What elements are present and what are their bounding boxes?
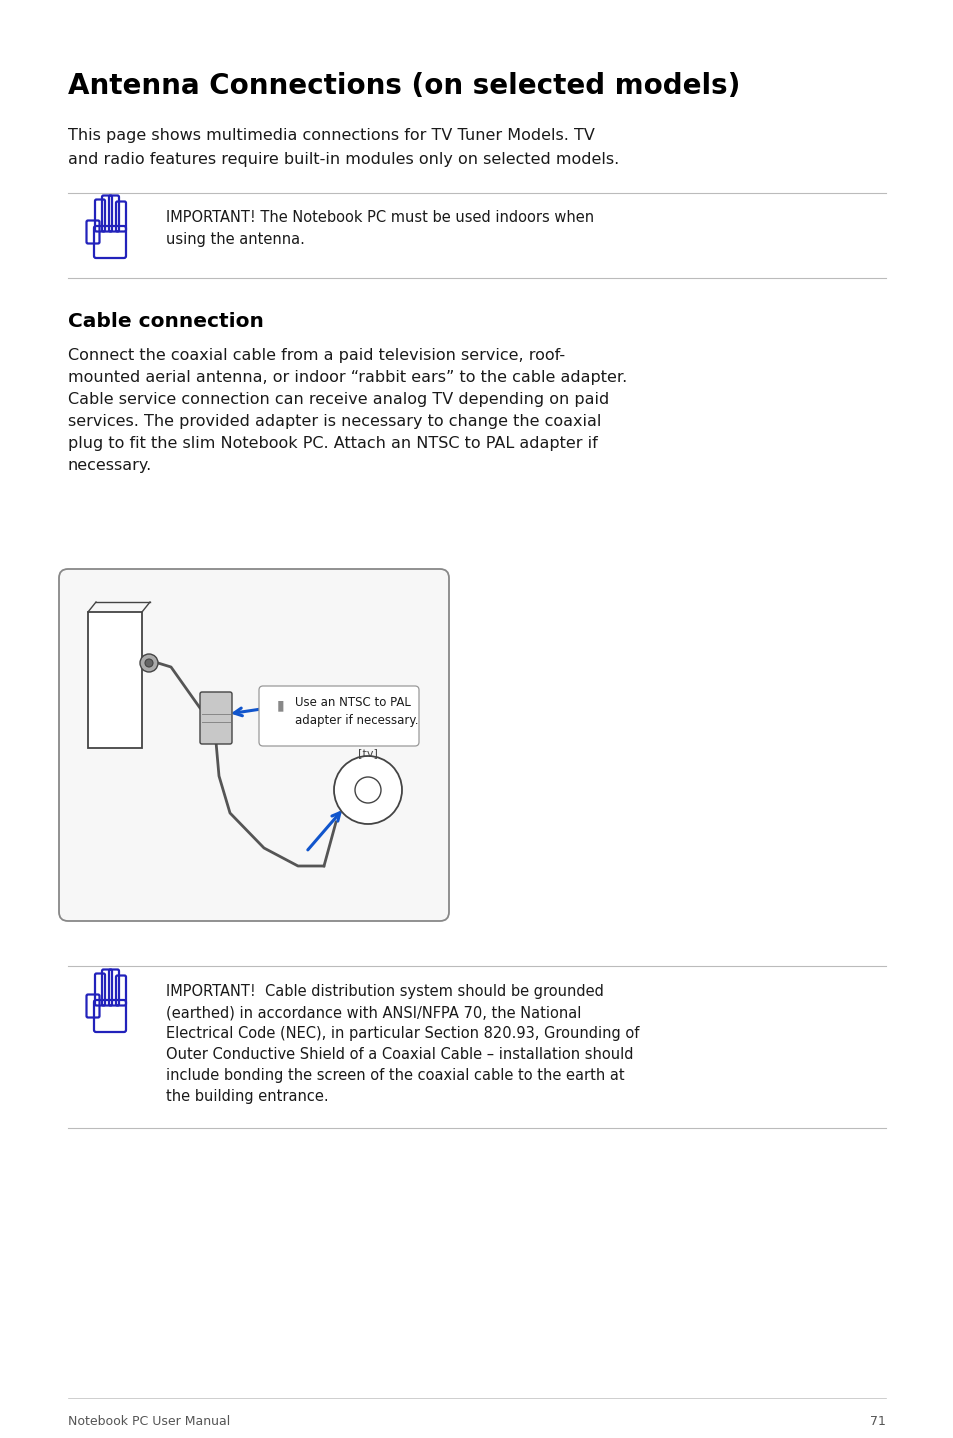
Circle shape [140, 654, 158, 672]
Text: 71: 71 [869, 1415, 885, 1428]
Text: include bonding the screen of the coaxial cable to the earth at: include bonding the screen of the coaxia… [166, 1068, 624, 1083]
Bar [88, 613, 142, 748]
Text: plug to fit the slim Notebook PC. Attach an NTSC to PAL adapter if: plug to fit the slim Notebook PC. Attach… [68, 436, 598, 452]
Text: Cable service connection can receive analog TV depending on paid: Cable service connection can receive ana… [68, 393, 609, 407]
Text: services. The provided adapter is necessary to change the coaxial: services. The provided adapter is necess… [68, 414, 600, 429]
Text: IMPORTANT! The Notebook PC must be used indoors when: IMPORTANT! The Notebook PC must be used … [166, 210, 594, 224]
Text: Electrical Code (NEC), in particular Section 820.93, Grounding of: Electrical Code (NEC), in particular Sec… [166, 1025, 639, 1041]
Text: mounted aerial antenna, or indoor “rabbit ears” to the cable adapter.: mounted aerial antenna, or indoor “rabbi… [68, 370, 626, 385]
Text: Cable connection: Cable connection [68, 312, 264, 331]
Text: Outer Conductive Shield of a Coaxial Cable – installation should: Outer Conductive Shield of a Coaxial Cab… [166, 1047, 633, 1063]
Text: IMPORTANT!  Cable distribution system should be grounded: IMPORTANT! Cable distribution system sho… [166, 984, 603, 999]
Text: using the antenna.: using the antenna. [166, 232, 305, 247]
Text: the building entrance.: the building entrance. [166, 1089, 328, 1104]
Text: Notebook PC User Manual: Notebook PC User Manual [68, 1415, 230, 1428]
Circle shape [355, 777, 380, 802]
Text: Connect the coaxial cable from a paid television service, roof-: Connect the coaxial cable from a paid te… [68, 348, 564, 362]
Text: ▮: ▮ [276, 697, 284, 712]
Text: (earthed) in accordance with ANSI/NFPA 70, the National: (earthed) in accordance with ANSI/NFPA 7… [166, 1005, 580, 1020]
Circle shape [334, 756, 401, 824]
Circle shape [145, 659, 152, 667]
Text: This page shows multimedia connections for TV Tuner Models. TV: This page shows multimedia connections f… [68, 128, 595, 142]
FancyBboxPatch shape [59, 569, 449, 920]
Text: [tv]: [tv] [357, 748, 377, 758]
Text: Use an NTSC to PAL: Use an NTSC to PAL [294, 696, 411, 709]
Text: adapter if necessary.: adapter if necessary. [294, 715, 418, 728]
Text: necessary.: necessary. [68, 457, 152, 473]
Text: and radio features require built-in modules only on selected models.: and radio features require built-in modu… [68, 152, 618, 167]
Text: Antenna Connections (on selected models): Antenna Connections (on selected models) [68, 72, 740, 101]
FancyBboxPatch shape [258, 686, 418, 746]
FancyBboxPatch shape [200, 692, 232, 743]
